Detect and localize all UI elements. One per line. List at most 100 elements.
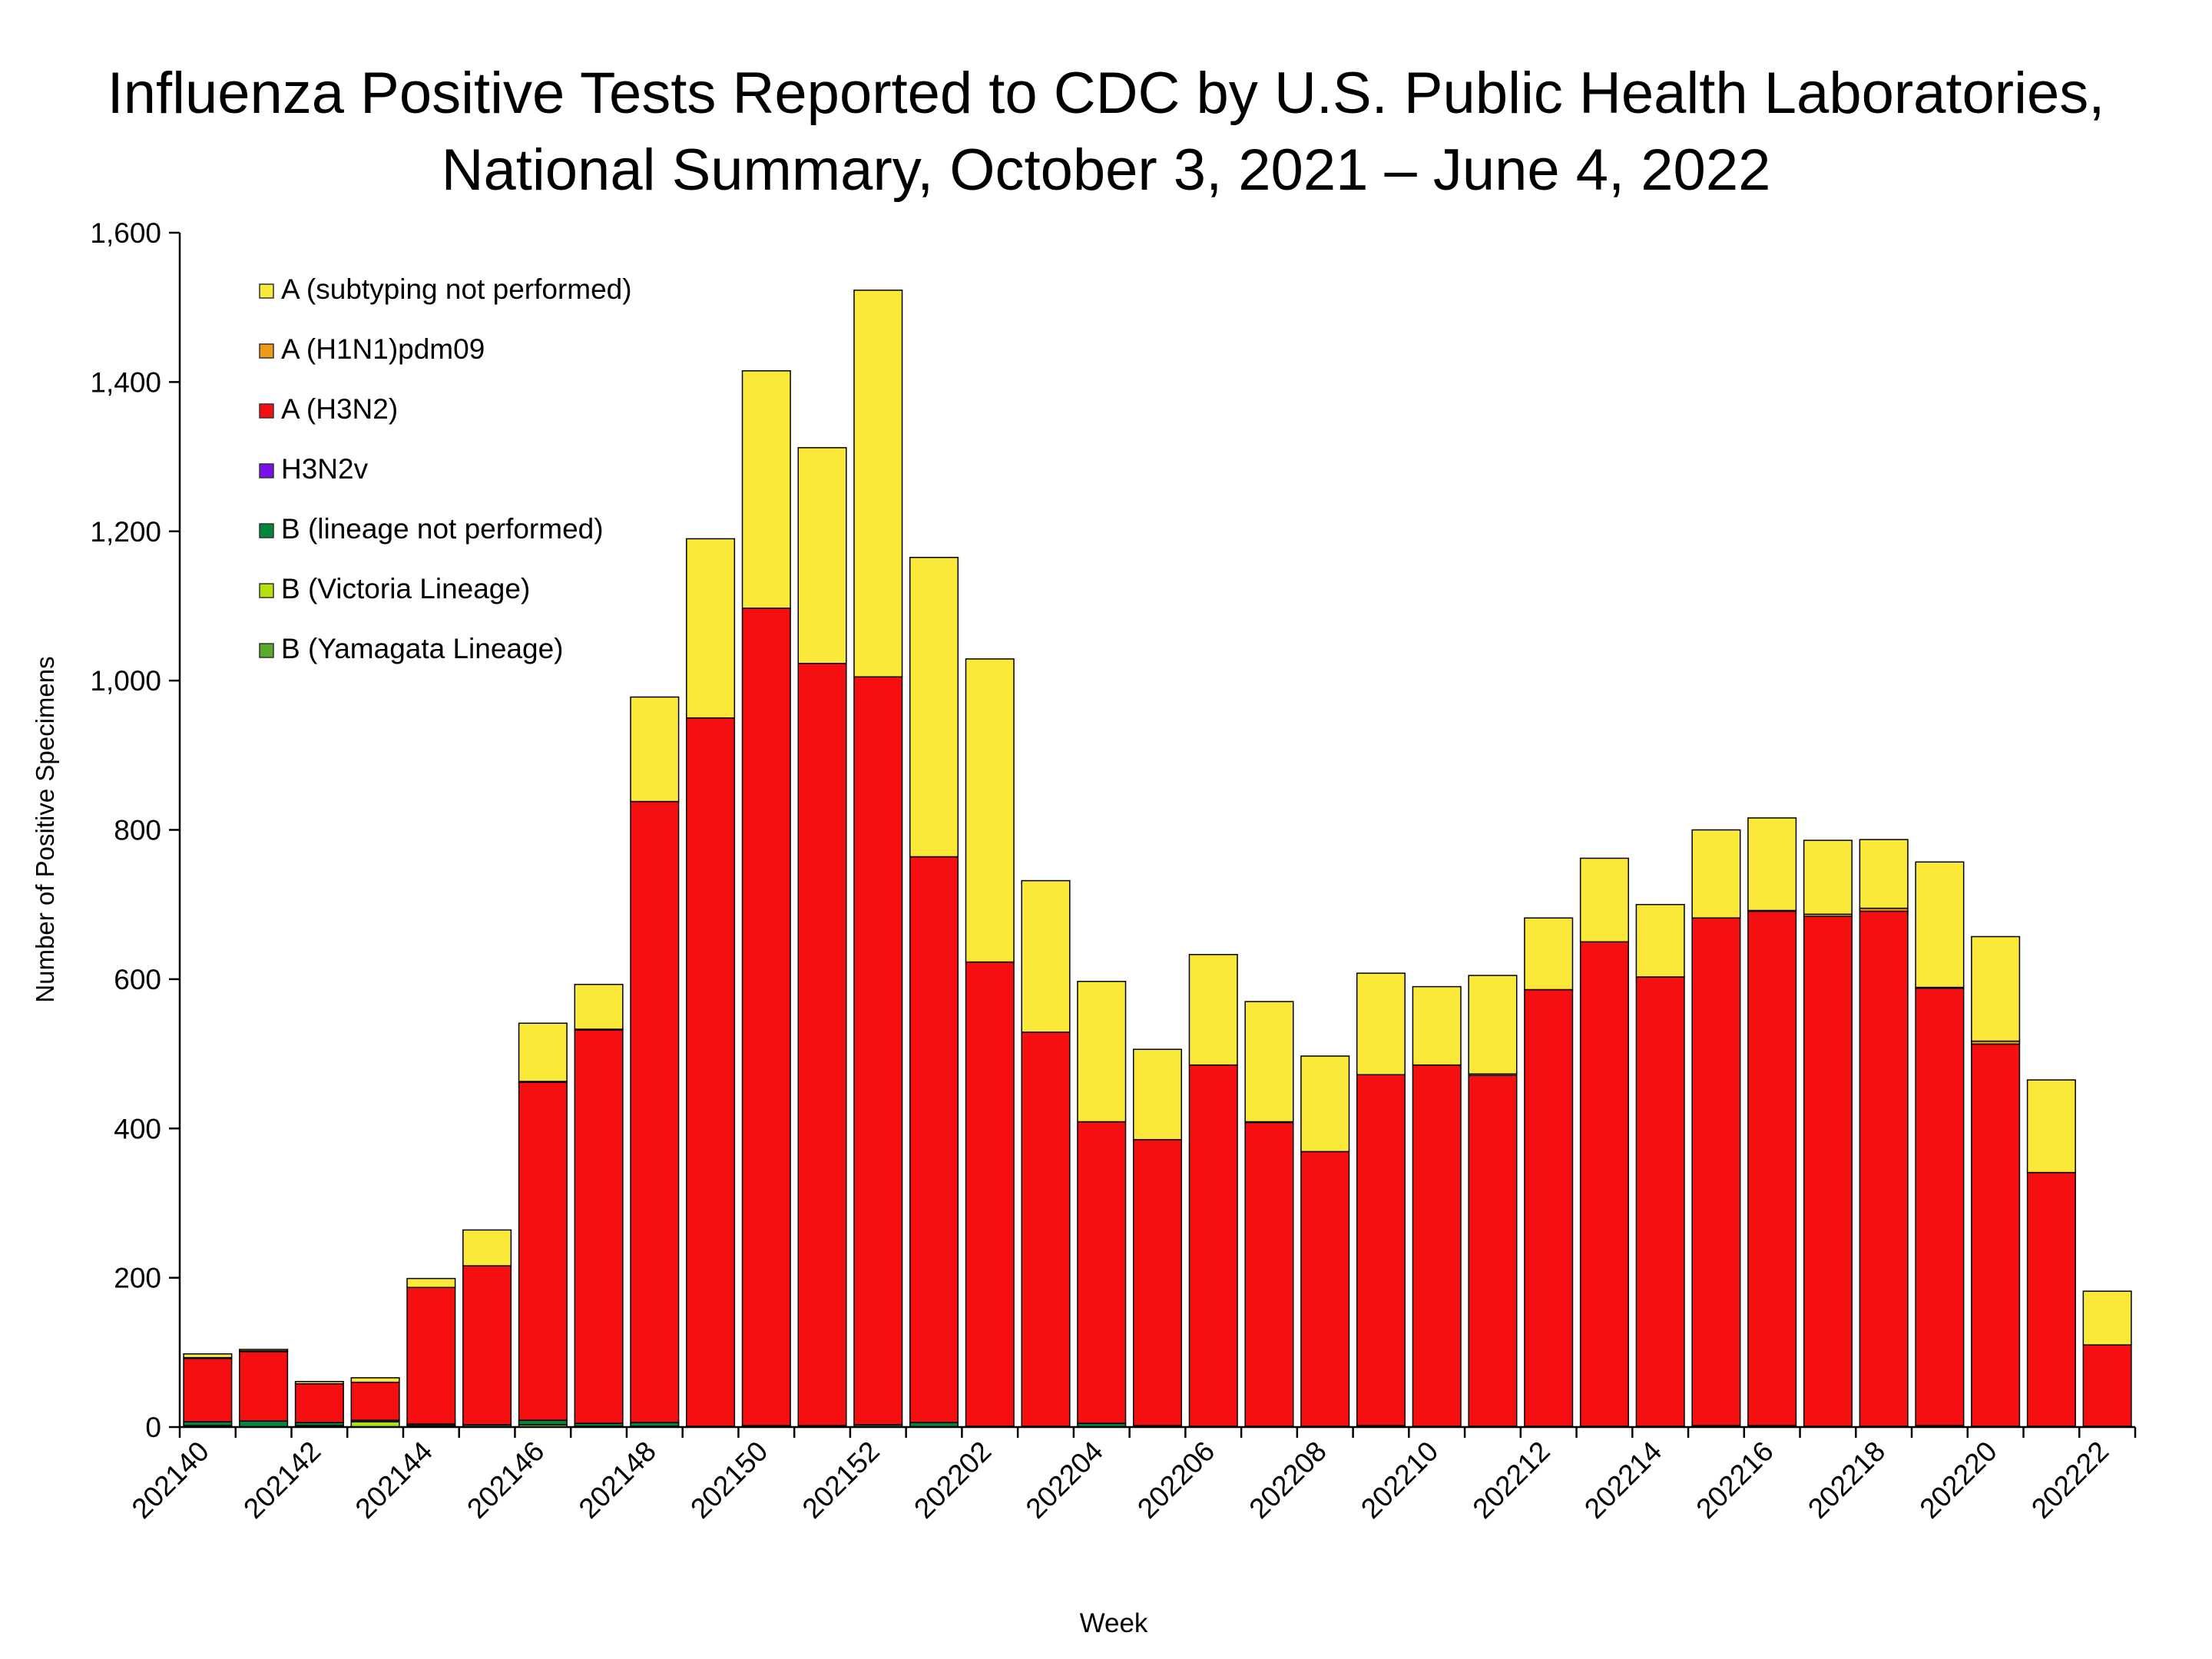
bar-segment-a-h3n2-202150: [741, 608, 791, 1426]
x-tick-label: 202220: [1914, 1435, 2003, 1525]
bar-segment-a-subtyping-not-performed-202145: [462, 1229, 512, 1267]
bar-segment-a-subtyping-not-performed-202217: [1803, 839, 1853, 916]
bar-segment-a-subtyping-not-performed-202144: [406, 1277, 456, 1289]
legend-label-b-yamagata-lineage: B (Yamagata Lineage): [281, 633, 564, 664]
bar-segment-a-h3n2-202212: [1524, 988, 1574, 1427]
y-tick-label: 400: [114, 1113, 161, 1144]
legend-label-h3n2v: H3N2v: [281, 453, 369, 485]
bar-segment-a-h3n2-202147: [574, 1029, 624, 1424]
bar-segment-a-h3n2-202142: [294, 1382, 344, 1423]
x-tick-label: 202208: [1243, 1435, 1333, 1525]
bar-segment-a-subtyping-not-performed-202222: [2082, 1290, 2132, 1346]
legend-label-b-victoria-lineage: B (Victoria Lineage): [281, 573, 530, 604]
bar-segment-a-h3n2-202222: [2082, 1344, 2132, 1427]
bar-segment-a-subtyping-not-performed-202140: [183, 1353, 233, 1359]
chart-subtitle-row: National Summary, October 3, 2021 – June…: [0, 135, 2212, 206]
bar-segment-a-subtyping-not-performed-202152: [853, 290, 903, 678]
bar-segment-a-subtyping-not-performed-202216: [1747, 817, 1797, 912]
legend-swatch-a-subtyping-not-performed: [259, 283, 274, 299]
bar-segment-a-h3n2-202210: [1412, 1064, 1462, 1427]
bar-segment-a-subtyping-not-performed-202143: [350, 1377, 400, 1383]
bar-segment-a-subtyping-not-performed-202211: [1468, 975, 1518, 1075]
bar-segment-a-subtyping-not-performed-202212: [1524, 917, 1574, 991]
legend-label-a-h1n1-pdm09: A (H1N1)pdm09: [281, 333, 485, 365]
bar-segment-a-h3n2-202141: [239, 1351, 289, 1422]
bar-segment-a-subtyping-not-performed-202149: [686, 538, 736, 719]
bars-layer: [183, 290, 2132, 1428]
x-tick-label: 202218: [1802, 1435, 1891, 1525]
bar-segment-a-h3n2-202219: [1915, 987, 1965, 1426]
bar-segment-a-h3n2-202140: [183, 1357, 233, 1422]
y-tick-label: 1,600: [90, 217, 161, 249]
bar-segment-a-subtyping-not-performed-202142: [294, 1380, 344, 1385]
bar-segment-a-h3n2-202151: [797, 663, 847, 1426]
x-tick-label: 202204: [1020, 1435, 1109, 1525]
bar-segment-a-h3n2-202221: [2026, 1171, 2076, 1427]
legend-label-a-subtyping-not-performed: A (subtyping not performed): [281, 273, 632, 305]
x-tick-label: 202212: [1467, 1435, 1556, 1525]
x-tick-label: 202140: [126, 1435, 215, 1525]
bar-segment-b-lineage-not-performed-202146: [518, 1419, 568, 1426]
bar-segment-a-h3n2-202145: [462, 1265, 512, 1426]
y-tick-label: 0: [145, 1412, 161, 1443]
bar-segment-a-h3n2-202215: [1691, 917, 1741, 1426]
bar-segment-a-h3n2-202220: [1971, 1043, 2021, 1427]
bar-segment-a-h3n2-202218: [1859, 910, 1909, 1427]
bar-segment-a-subtyping-not-performed-202207: [1244, 1001, 1294, 1123]
legend-swatch-a-h3n2: [259, 403, 274, 419]
bar-segment-a-subtyping-not-performed-202141: [239, 1349, 289, 1352]
legend-label-b-lineage-not-performed: B (lineage not performed): [281, 513, 604, 545]
bar-segment-a-subtyping-not-performed-202218: [1859, 839, 1909, 909]
bar-segment-a-subtyping-not-performed-202214: [1635, 903, 1685, 978]
bar-segment-a-h3n2-202149: [686, 717, 736, 1427]
bar-segment-a-subtyping-not-performed-202203: [1021, 879, 1071, 1033]
bar-segment-a-h3n2-202208: [1300, 1151, 1350, 1427]
bar-segment-a-subtyping-not-performed-202206: [1188, 954, 1238, 1066]
bar-segment-a-h3n2-202148: [630, 800, 680, 1423]
y-tick-label: 200: [114, 1263, 161, 1294]
bar-segment-a-h3n2-202214: [1635, 976, 1685, 1427]
x-tick-label: 202148: [573, 1435, 662, 1525]
legend-swatch-b-yamagata-lineage: [259, 643, 274, 658]
x-tick-label: 202202: [908, 1435, 997, 1525]
legend-swatch-b-lineage-not-performed: [259, 523, 274, 538]
bar-segment-a-subtyping-not-performed-202219: [1915, 861, 1965, 988]
bar-segment-a-h3n2-202204: [1077, 1121, 1127, 1424]
bar-segment-a-subtyping-not-performed-202220: [1971, 935, 2021, 1042]
bar-segment-a-h3n2-202205: [1132, 1139, 1183, 1426]
x-tick-label: 202210: [1355, 1435, 1444, 1525]
bar-segment-a-h3n2-202146: [518, 1081, 568, 1422]
x-tick-label: 202146: [461, 1435, 550, 1525]
chart-title-row: Influenza Positive Tests Reported to CDC…: [0, 58, 2212, 129]
bar-segment-a-h3n2-202209: [1356, 1074, 1406, 1426]
legend-swatch-b-victoria-lineage: [259, 583, 274, 598]
bar-segment-a-subtyping-not-performed-202151: [797, 447, 847, 664]
bar-segment-a-h3n2-202213: [1579, 941, 1629, 1427]
x-tick-label: 202206: [1131, 1435, 1220, 1525]
bar-segment-a-subtyping-not-performed-202202: [965, 658, 1015, 963]
chart-subtitle: National Summary, October 3, 2021 – June…: [441, 137, 1771, 203]
x-tick-label: 202222: [2025, 1435, 2114, 1525]
bar-segment-a-subtyping-not-performed-202150: [741, 370, 791, 609]
bar-segment-a-h3n2-202202: [965, 961, 1015, 1427]
y-tick-label: 1,400: [90, 366, 161, 398]
x-tick-label: 202152: [796, 1435, 886, 1525]
x-tick-label: 202214: [1578, 1435, 1667, 1525]
x-axis-label: Week: [1080, 1608, 1148, 1638]
bar-segment-a-subtyping-not-performed-202209: [1356, 972, 1406, 1076]
bar-segment-a-h3n2-202144: [406, 1286, 456, 1425]
x-tick-label: 202216: [1690, 1435, 1780, 1525]
bar-segment-a-h3n2-202152: [853, 676, 903, 1426]
legend-swatch-a-h1n1-pdm09: [259, 343, 274, 359]
x-tick-label: 202150: [684, 1435, 773, 1525]
bar-segment-a-h3n2-202203: [1021, 1031, 1071, 1427]
y-axis-label: Number of Positive Specimens: [31, 656, 59, 1002]
bar-segment-a-subtyping-not-performed-202205: [1132, 1048, 1183, 1141]
y-tick-label: 1,000: [90, 665, 161, 697]
x-tick-label: 202142: [237, 1435, 326, 1525]
bar-segment-a-subtyping-not-performed-202148: [630, 696, 680, 803]
legend-label-a-h3n2: A (H3N2): [281, 393, 398, 425]
bar-segment-a-subtyping-not-performed-202147: [574, 983, 624, 1030]
bar-segment-a-subtyping-not-performed-202213: [1579, 857, 1629, 943]
